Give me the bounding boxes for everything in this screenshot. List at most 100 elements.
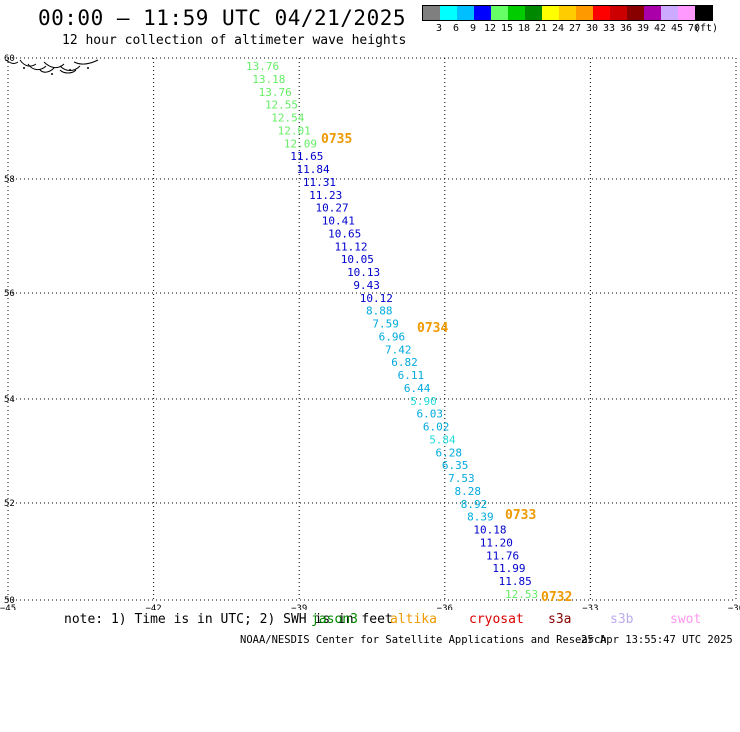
wave-height-value: 11.31 (303, 176, 336, 189)
pass-time-label: 0732 (541, 590, 572, 605)
wave-height-value: 13.18 (252, 73, 285, 86)
pass-time-labels: 0735 0734 0733 0732 (321, 132, 572, 605)
wave-height-value: 6.02 (423, 421, 450, 434)
legend-label: 12 (483, 23, 497, 34)
mission-s3b: s3b (610, 612, 634, 627)
footer-credit: NOAA/NESDIS Center for Satellite Applica… (240, 634, 607, 646)
legend-swatch (627, 6, 644, 20)
wave-height-legend: 3 6 9 12 15 18 21 24 27 30 33 36 39 42 45 70 (ft) (422, 5, 718, 35)
lat-tick-label: 56 (4, 289, 15, 299)
wave-height-value: 5.84 (429, 433, 456, 446)
wave-height-value: 6.35 (442, 459, 469, 472)
wave-height-value: 12.53 (505, 588, 538, 601)
mission-swot: swot (670, 612, 702, 627)
wave-height-value: 5.90 (410, 395, 437, 408)
pass-time-label: 0734 (417, 321, 448, 336)
lat-tick-label: 60 (4, 54, 15, 64)
lon-tick-label: −45 (0, 604, 16, 610)
legend-swatch (542, 6, 559, 20)
mission-cryosat: cryosat (469, 612, 524, 627)
lat-tick-label: 54 (4, 395, 15, 405)
mission-s3a: s3a (548, 612, 572, 627)
legend-label: 27 (568, 23, 582, 34)
legend-swatch (423, 6, 440, 20)
legend-swatch (440, 6, 457, 20)
legend-swatch (457, 6, 474, 20)
wave-height-value: 6.96 (379, 330, 406, 343)
lon-tick-label: −42 (145, 604, 161, 610)
note-row: note: 1) Time is in UTC; 2) SWH is in fe… (64, 612, 701, 732)
wave-height-value: 12.55 (265, 99, 298, 112)
wave-height-value: 6.28 (436, 446, 463, 459)
legend-swatch (474, 6, 491, 20)
wave-height-value: 7.42 (385, 343, 412, 356)
legend-color-bar (422, 5, 713, 21)
wave-height-value: 8.39 (467, 511, 494, 524)
legend-label: 24 (551, 23, 565, 34)
legend-label: 42 (653, 23, 667, 34)
legend-label: (ft) (693, 23, 719, 34)
legend-swatch (661, 6, 678, 20)
legend-label: 6 (452, 23, 460, 34)
page-subtitle: 12 hour collection of altimeter wave hei… (62, 33, 407, 48)
legend-swatch (508, 6, 525, 20)
wave-height-value: 8.88 (366, 305, 393, 318)
wave-height-value: 8.28 (454, 485, 481, 498)
legend-swatch (610, 6, 627, 20)
legend-swatch (559, 6, 576, 20)
wave-height-value: 13.76 (246, 60, 279, 73)
legend-label: 36 (619, 23, 633, 34)
wave-height-value: 10.13 (347, 266, 380, 279)
wave-height-value: 11.12 (334, 240, 367, 253)
wave-height-value: 10.18 (473, 524, 506, 537)
legend-label: 15 (500, 23, 514, 34)
wave-height-value: 12.09 (284, 137, 317, 150)
legend-swatch (491, 6, 508, 20)
legend-label: 3 (435, 23, 443, 34)
legend-label: 30 (585, 23, 599, 34)
wave-height-value: 6.03 (417, 408, 444, 421)
legend-swatch (593, 6, 610, 20)
wave-height-value: 12.54 (271, 112, 304, 125)
legend-swatch (644, 6, 661, 20)
wave-height-value: 11.20 (480, 536, 513, 549)
note-text: note: 1) Time is in UTC; 2) SWH is in fe… (64, 612, 393, 627)
wave-height-value: 9.43 (353, 279, 380, 292)
legend-label: 39 (636, 23, 650, 34)
wave-height-value: 11.23 (309, 189, 342, 202)
wave-height-value: 6.11 (398, 369, 425, 382)
legend-swatch (576, 6, 593, 20)
lon-tick-label: −36 (437, 604, 453, 610)
legend-label: 9 (469, 23, 477, 34)
lat-tick-label: 58 (4, 175, 15, 185)
legend-labels: 3 6 9 12 15 18 21 24 27 30 33 36 39 42 45 70 (ft) (422, 21, 718, 35)
mission-altika: altika (390, 612, 437, 627)
altimeter-map: −45 60 −42 58 −39 56 −36 54 −33 52 −30 50 13.7613.1… (0, 54, 740, 610)
legend-label: 70 (687, 23, 701, 34)
page-title: 00:00 – 11:59 UTC 04/21/2025 (38, 6, 407, 30)
lon-tick-label: −33 (582, 604, 598, 610)
legend-swatch (678, 6, 695, 20)
map-grid (7, 57, 737, 601)
wave-height-value: 12.01 (278, 124, 311, 137)
legend-label: 45 (670, 23, 684, 34)
wave-height-value: 10.12 (360, 292, 393, 305)
wave-height-value: 11.65 (290, 150, 323, 163)
legend-label: 33 (602, 23, 616, 34)
wave-height-value: 10.65 (328, 227, 361, 240)
wave-height-value: 6.82 (391, 356, 418, 369)
greenland-coastline (5, 59, 99, 75)
wave-height-value: 11.99 (492, 562, 525, 575)
legend-label: 18 (517, 23, 531, 34)
lat-tick-label: 52 (4, 499, 15, 509)
wave-height-value: 11.84 (297, 163, 330, 176)
pass-time-label: 0733 (505, 508, 536, 523)
satellite-track: 13.7613.1813.7612.5512.5412.0112.0911.65… (246, 60, 538, 601)
mission-jason3: jason3 (311, 612, 358, 627)
lat-tick-label: 50 (4, 596, 15, 606)
legend-swatch (695, 6, 712, 20)
wave-height-value: 10.41 (322, 215, 355, 228)
pass-time-label: 0735 (321, 132, 352, 147)
wave-height-value: 7.53 (448, 472, 475, 485)
legend-label: 21 (534, 23, 548, 34)
